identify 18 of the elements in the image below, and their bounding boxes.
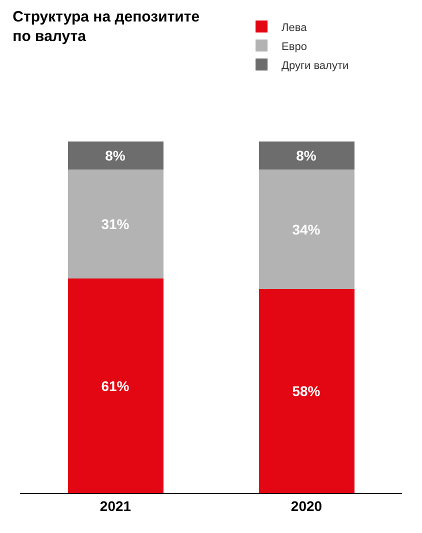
bar xyxy=(68,170,164,279)
data-label: 31% xyxy=(101,216,130,232)
bar xyxy=(258,289,354,493)
legend-label: Други валути xyxy=(282,60,349,72)
bar xyxy=(68,142,164,170)
data-label: 34% xyxy=(292,221,321,238)
bar xyxy=(258,170,354,290)
bar xyxy=(258,142,354,170)
data-label: 8% xyxy=(296,148,317,164)
legend-label: Евро xyxy=(282,40,307,53)
chart-title: Структура на депозитите по валута xyxy=(12,8,200,45)
data-label: 58% xyxy=(292,383,321,400)
x-tick-label: 2020 xyxy=(290,498,322,514)
legend-label: Лева xyxy=(282,22,308,34)
data-label: 8% xyxy=(105,148,126,164)
x-tick-label: 2021 xyxy=(100,498,132,514)
bar xyxy=(68,278,164,493)
data-label: 61% xyxy=(101,378,130,394)
